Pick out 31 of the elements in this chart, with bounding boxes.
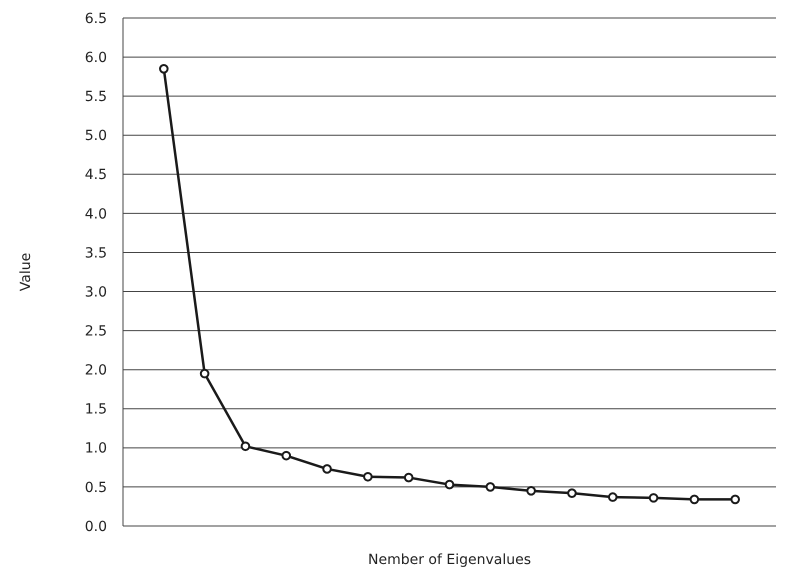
- point: [322, 464, 332, 474]
- point: [730, 494, 740, 504]
- point: [608, 492, 618, 502]
- y-tick-label: 1.0: [84, 440, 107, 457]
- point: [159, 64, 169, 74]
- point: [404, 472, 414, 482]
- point: [690, 494, 700, 504]
- y-tick-label: 2.0: [84, 362, 107, 379]
- x-axis-title: Nember of Eigenvalues: [368, 552, 532, 568]
- y-axis-title: Value: [18, 252, 34, 292]
- y-tick-label: 5.5: [84, 89, 107, 106]
- point: [200, 368, 210, 378]
- point: [240, 441, 250, 452]
- point: [648, 493, 658, 503]
- y-tick-label: 6.0: [84, 50, 107, 66]
- y-tick-label: 2.5: [84, 324, 107, 340]
- point: [567, 488, 577, 498]
- y-tick-label: 6.5: [84, 10, 107, 27]
- point: [281, 450, 292, 460]
- point: [444, 480, 454, 490]
- y-tick-label: 3.0: [84, 284, 107, 300]
- point: [486, 482, 496, 492]
- y-tick-label: 5.0: [84, 128, 107, 144]
- y-tick-label: 3.5: [84, 245, 107, 262]
- y-tick-label: 1.5: [84, 402, 107, 418]
- point: [363, 472, 373, 482]
- point: [526, 486, 536, 496]
- y-tick-label: 0.0: [84, 518, 107, 535]
- y-tick-label: 4.0: [84, 206, 107, 222]
- y-tick-label: 0.5: [84, 480, 107, 496]
- y-tick-label: 4.5: [84, 167, 107, 184]
